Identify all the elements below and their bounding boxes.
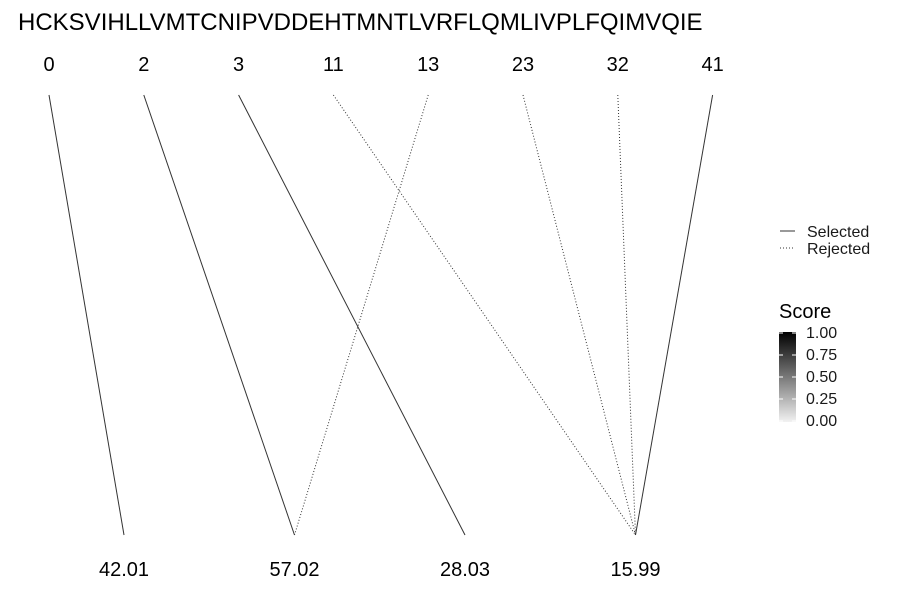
score-colorbar bbox=[779, 332, 796, 422]
connection-selected-2 bbox=[143, 94, 295, 536]
position-labels: 0 2 3 11 13 23 32 41 bbox=[43, 54, 723, 76]
mass-labels: 42.01 57.02 28.03 15.99 bbox=[99, 559, 661, 581]
score-tick-label: 0.75 bbox=[806, 347, 837, 364]
position-label-2: 2 bbox=[138, 54, 149, 76]
position-label-0: 0 bbox=[43, 54, 54, 76]
linetype-legend: Selected Rejected bbox=[780, 224, 870, 258]
score-tick-label: 0.50 bbox=[806, 369, 837, 386]
score-legend: Score 1.00 0.75 0.50 0.25 0.00 bbox=[779, 301, 837, 430]
connection-selected-3 bbox=[238, 94, 466, 536]
score-tick-label: 0.25 bbox=[806, 391, 837, 408]
connection-selected-0 bbox=[48, 94, 125, 536]
connection-rejected-11 bbox=[332, 94, 636, 536]
position-label-13: 13 bbox=[417, 54, 439, 76]
score-legend-title: Score bbox=[779, 301, 831, 323]
position-label-23: 23 bbox=[512, 54, 534, 76]
score-tick-label: 1.00 bbox=[806, 325, 837, 342]
position-label-32: 32 bbox=[607, 54, 629, 76]
connection-rejected-32 bbox=[617, 94, 636, 536]
score-ticks: 1.00 0.75 0.50 0.25 0.00 bbox=[779, 325, 837, 430]
mass-label-42-01: 42.01 bbox=[99, 559, 149, 581]
mass-label-15-99: 15.99 bbox=[610, 559, 660, 581]
legend-selected-label: Selected bbox=[807, 224, 869, 241]
connection-selected-41 bbox=[635, 94, 714, 536]
position-label-3: 3 bbox=[233, 54, 244, 76]
connection-rejected-13 bbox=[294, 94, 429, 536]
connection-rejected-23 bbox=[522, 94, 636, 536]
connection-lines bbox=[48, 94, 714, 536]
mass-label-57-02: 57.02 bbox=[269, 559, 319, 581]
mass-label-28-03: 28.03 bbox=[440, 559, 490, 581]
score-tick-label: 0.00 bbox=[806, 413, 837, 430]
legend-rejected-label: Rejected bbox=[807, 241, 870, 258]
peptide-sequence: HCKSVIHLLVMTCNIPVDDEHTMNTLVRFLQMLIVPLFQI… bbox=[18, 9, 703, 36]
position-label-41: 41 bbox=[701, 54, 723, 76]
position-label-11: 11 bbox=[323, 54, 344, 76]
